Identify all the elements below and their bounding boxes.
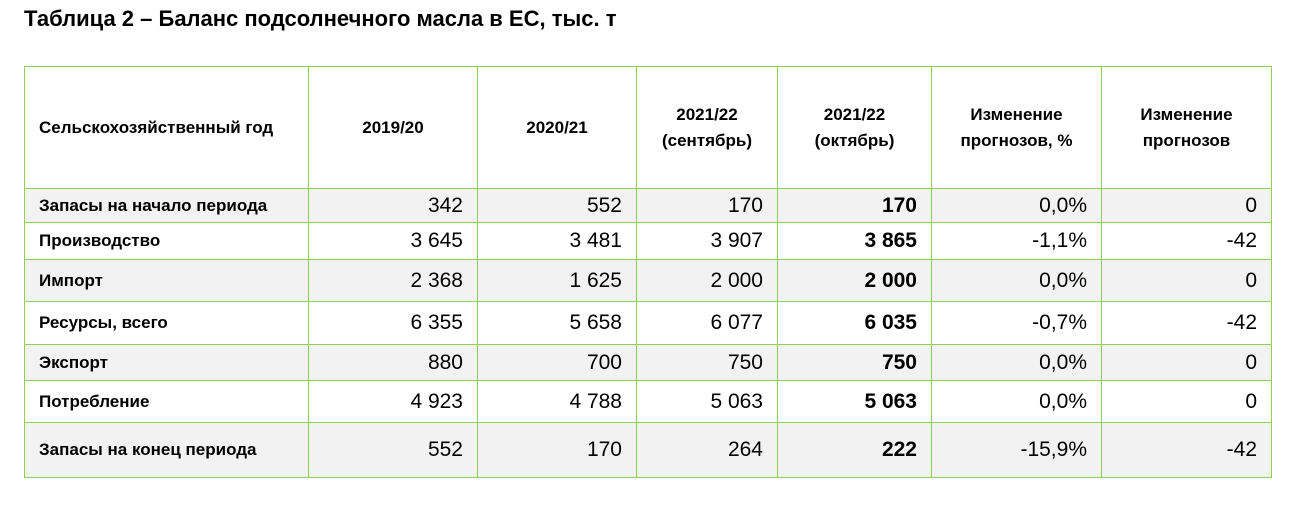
header-cell: 2021/22 (октябрь) xyxy=(777,66,932,189)
table-row: Запасы на конец периода 552 170 264 222 -15,9… xyxy=(24,422,1272,478)
cell: 5 658 xyxy=(477,301,637,345)
header-cell: Изменение прогнозов, % xyxy=(931,66,1102,189)
header-cell: Сельскохозяйственный год xyxy=(24,66,309,189)
row-label: Запасы на начало периода xyxy=(24,188,309,223)
row-label: Потребление xyxy=(24,380,309,423)
cell: 6 355 xyxy=(308,301,478,345)
table-title: Таблица 2 – Баланс подсолнечного масла в… xyxy=(24,6,617,31)
header-text: 2021/22 xyxy=(823,104,886,124)
header-cell: 2019/20 xyxy=(308,66,478,189)
table-body: Запасы на начало периода 342 552 170 170 0,0%… xyxy=(24,188,1272,478)
cell: 4 788 xyxy=(477,380,637,423)
row-label: Импорт xyxy=(24,259,309,302)
table-row: Импорт 2 368 1 625 2 000 2 000 0,0% 0 xyxy=(24,259,1272,302)
cell: 0,0% xyxy=(931,380,1102,423)
header-text: Изменение xyxy=(1140,104,1233,124)
table-row: Экспорт 880 700 750 750 0,0% 0 xyxy=(24,344,1272,381)
cell: 0 xyxy=(1101,380,1272,423)
header-text: (октябрь) xyxy=(814,130,895,150)
header-row: Сельскохозяйственный год 2019/20 2020/21 20… xyxy=(24,66,1272,189)
header-cell: 2020/21 xyxy=(477,66,637,189)
cell: -42 xyxy=(1101,301,1272,345)
cell: 0,0% xyxy=(931,188,1102,223)
row-label: Производство xyxy=(24,222,309,260)
cell: 0 xyxy=(1101,344,1272,381)
header-text: Изменение xyxy=(970,104,1063,124)
cell: 3 907 xyxy=(636,222,778,260)
cell: 0,0% xyxy=(931,344,1102,381)
header-text: прогнозов, % xyxy=(960,130,1073,150)
cell: 2 000 xyxy=(777,259,932,302)
header-text: Сельскохозяйственный год xyxy=(39,117,274,137)
header-cell: Изменение прогнозов xyxy=(1101,66,1272,189)
row-label: Ресурсы, всего xyxy=(24,301,309,345)
cell: 750 xyxy=(777,344,932,381)
cell: -15,9% xyxy=(931,422,1102,478)
cell: 700 xyxy=(477,344,637,381)
cell: 0,0% xyxy=(931,259,1102,302)
table-row: Ресурсы, всего 6 355 5 658 6 077 6 035 -0,7% -… xyxy=(24,301,1272,345)
cell: 1 625 xyxy=(477,259,637,302)
cell: 222 xyxy=(777,422,932,478)
cell: 6 077 xyxy=(636,301,778,345)
cell: 170 xyxy=(777,188,932,223)
cell: 170 xyxy=(636,188,778,223)
cell: 5 063 xyxy=(777,380,932,423)
cell: 6 035 xyxy=(777,301,932,345)
cell: 4 923 xyxy=(308,380,478,423)
cell: -42 xyxy=(1101,422,1272,478)
cell: 3 481 xyxy=(477,222,637,260)
cell: 3 865 xyxy=(777,222,932,260)
header-text: 2021/22 xyxy=(676,104,738,124)
cell: 552 xyxy=(477,188,637,223)
header-text: 2019/20 xyxy=(362,117,424,137)
cell: 264 xyxy=(636,422,778,478)
cell: -42 xyxy=(1101,222,1272,260)
table-row: Потребление 4 923 4 788 5 063 5 063 0,0% 0 xyxy=(24,380,1272,423)
header-text: 2020/21 xyxy=(526,117,588,137)
cell: -1,1% xyxy=(931,222,1102,260)
row-label: Запасы на конец периода xyxy=(24,422,309,478)
table-row: Производство 3 645 3 481 3 907 3 865 -1,1% -42 xyxy=(24,222,1272,260)
cell: 0 xyxy=(1101,259,1272,302)
header-cell: 2021/22 (сентябрь) xyxy=(636,66,778,189)
cell: 2 000 xyxy=(636,259,778,302)
header-text: (сентябрь) xyxy=(661,130,753,150)
cell: 552 xyxy=(308,422,478,478)
cell: 170 xyxy=(477,422,637,478)
cell: 5 063 xyxy=(636,380,778,423)
cell: 3 645 xyxy=(308,222,478,260)
cell: 750 xyxy=(636,344,778,381)
table-header: Сельскохозяйственный год 2019/20 2020/21 20… xyxy=(24,66,1272,189)
cell: 0 xyxy=(1101,188,1272,223)
cell: 880 xyxy=(308,344,478,381)
cell: 342 xyxy=(308,188,478,223)
header-text: прогнозов xyxy=(1142,130,1231,150)
balance-table: Сельскохозяйственный год 2019/20 2020/21 20… xyxy=(24,66,1272,478)
cell: -0,7% xyxy=(931,301,1102,345)
table-row: Запасы на начало периода 342 552 170 170 0,0%… xyxy=(24,188,1272,223)
row-label: Экспорт xyxy=(24,344,309,381)
cell: 2 368 xyxy=(308,259,478,302)
